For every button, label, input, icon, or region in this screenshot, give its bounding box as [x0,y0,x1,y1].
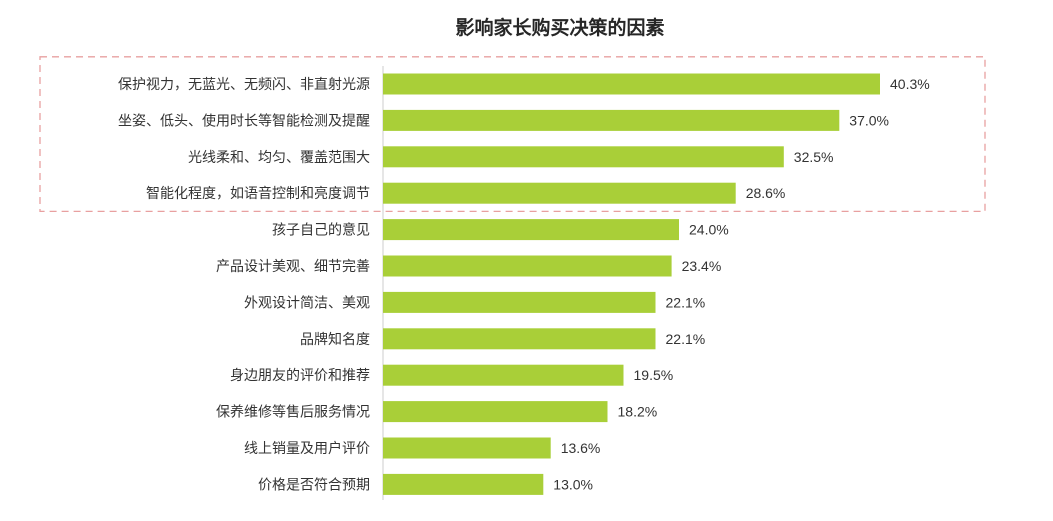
category-label: 价格是否符合预期 [258,477,370,493]
category-label: 身边朋友的评价和推荐 [230,368,370,384]
bar [383,73,880,95]
value-label: 23.4% [682,258,722,274]
value-label: 22.1% [666,294,706,310]
category-label: 外观设计简洁、美观 [244,294,370,311]
value-label: 24.0% [689,222,729,238]
value-label: 13.6% [561,440,601,456]
bar [383,255,672,277]
value-label: 18.2% [618,404,658,420]
category-label: 产品设计美观、细节完善 [216,259,370,275]
value-label: 28.6% [746,185,786,201]
bar [383,328,656,350]
value-label: 32.5% [794,149,834,165]
bar [383,437,551,459]
bar [383,291,656,313]
chart-title: 影响家长购买决策的因素 [455,16,664,39]
bar [383,109,840,131]
bars-layer: 保护视力，无蓝光、无频闪、非直射光源 40.3% 坐姿、低头、使用时长等智能检测及提… [118,73,930,495]
bar [383,364,624,386]
bar [383,146,784,168]
value-label: 37.0% [849,112,889,128]
highlight-box [39,56,986,213]
category-label: 线上销量及用户评价 [244,440,370,457]
category-label: 光线柔和、均匀、覆盖范围大 [188,149,370,166]
bar [383,219,679,241]
value-label: 19.5% [634,367,674,383]
bar [383,473,544,495]
category-label: 保养维修等售后服务情况 [216,404,370,421]
value-label: 22.1% [666,331,706,347]
bar [383,401,608,423]
category-label: 保护视力，无蓝光、无频闪、非直射光源 [118,76,370,93]
category-label: 坐姿、低头、使用时长等智能检测及提醒 [118,112,370,129]
category-label: 孩子自己的意见 [272,222,370,239]
category-label: 智能化程度，如语音控制和亮度调节 [146,185,370,202]
value-label: 13.0% [553,476,593,492]
category-label: 品牌知名度 [300,331,370,348]
value-label: 40.3% [890,76,930,92]
bar [383,182,736,204]
